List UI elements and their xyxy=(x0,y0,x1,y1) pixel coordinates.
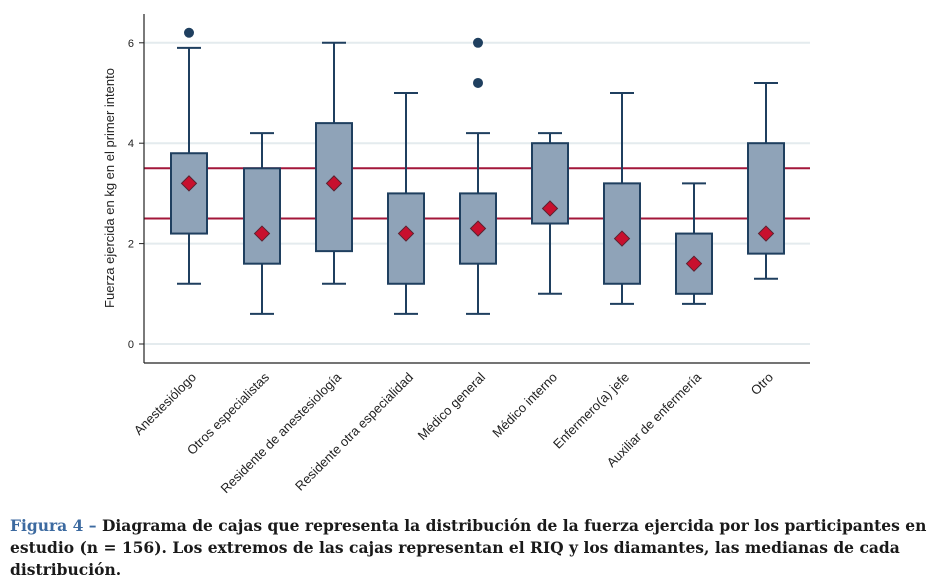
outlier-point xyxy=(473,37,483,48)
outlier-point xyxy=(184,27,194,38)
x-tick-label: Médico interno xyxy=(489,370,560,441)
median-diamond xyxy=(613,230,631,247)
median-diamond xyxy=(180,175,198,192)
outlier-point xyxy=(473,77,483,88)
median-diamond xyxy=(541,200,559,217)
median-diamond xyxy=(397,225,415,242)
x-tick-label: Residente otra especialidad xyxy=(292,370,416,494)
iqr-box xyxy=(243,167,281,265)
caption-text: Diagrama de cajas que representa la dist… xyxy=(10,516,927,579)
x-tick-label: Médico general xyxy=(415,369,489,443)
x-tick-label: Otro xyxy=(748,370,776,398)
axes xyxy=(143,14,810,364)
y-tick-label: 4 xyxy=(128,138,134,150)
median-diamond xyxy=(325,175,343,192)
median-diamond xyxy=(685,255,703,272)
x-tick-label: Anestesiólogo xyxy=(131,370,199,438)
y-tick-label: 0 xyxy=(128,339,134,351)
y-axis-label: Fuerza ejercida en kg en el primer inten… xyxy=(102,68,117,308)
caption-label: Figura 4 – xyxy=(10,516,97,535)
y-tick-label: 2 xyxy=(128,239,134,251)
y-ticks: 0 2 4 6 xyxy=(128,38,144,351)
figure-caption: Figura 4 – Diagrama de cajas que represe… xyxy=(10,515,945,581)
y-tick-label: 6 xyxy=(128,38,134,50)
median-diamond xyxy=(253,225,271,242)
x-tick-label: Enfermero(a) jefe xyxy=(550,370,632,452)
boxes xyxy=(170,27,785,315)
median-diamond xyxy=(469,220,487,237)
iqr-box xyxy=(170,152,208,235)
x-tick-label: Residente de anestesiología xyxy=(218,369,345,496)
median-diamond xyxy=(757,225,775,242)
